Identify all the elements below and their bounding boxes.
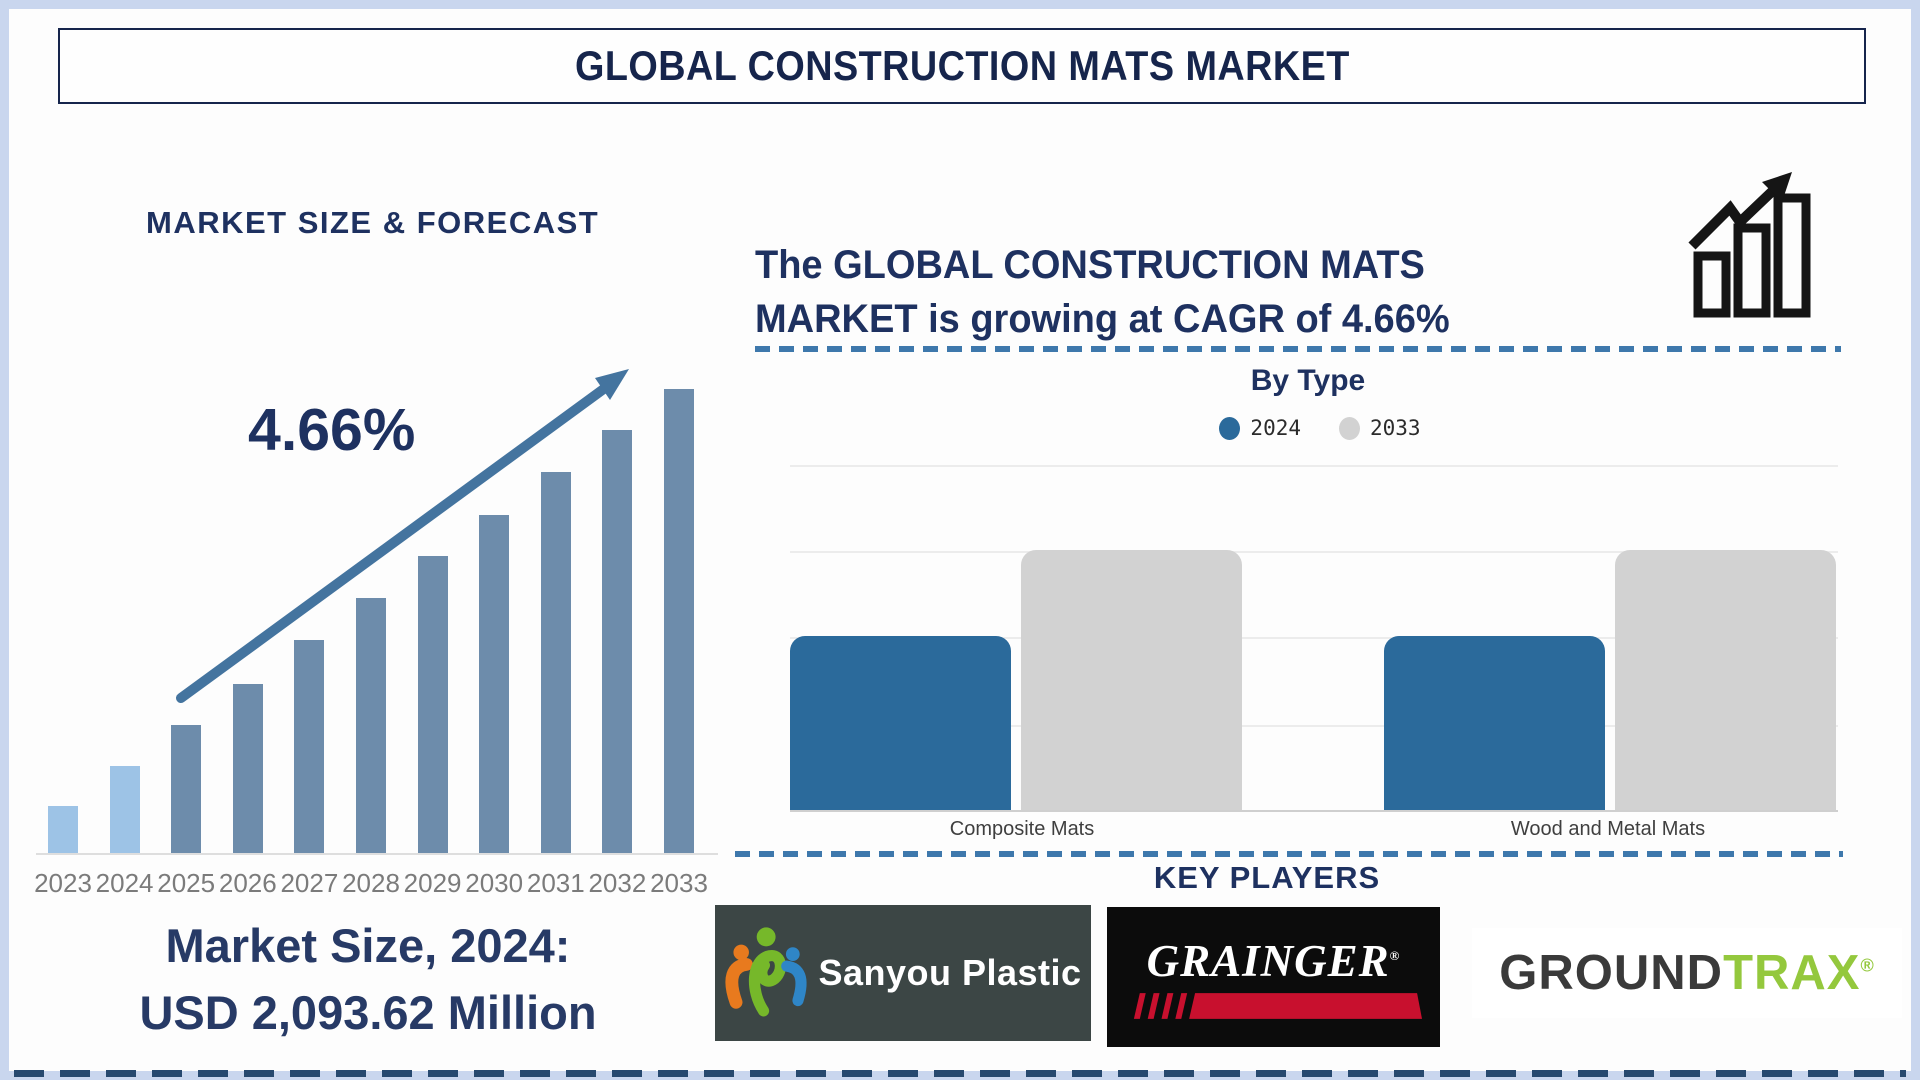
legend-dot-2024 xyxy=(1219,416,1241,440)
growth-headline-line2: MARKET is growing at CAGR of 4.66% xyxy=(755,297,1450,341)
registered-mark: ® xyxy=(1389,948,1401,963)
growth-headline-line1: The GLOBAL CONSTRUCTION MATS xyxy=(755,243,1425,287)
cagr-value-label: 4.66% xyxy=(248,397,416,463)
category-label-wood-metal-mats: Wood and Metal Mats xyxy=(1510,818,1706,840)
left-chart-baseline xyxy=(36,853,718,855)
forecast-bar-2026 xyxy=(232,684,263,853)
groundtrax-logo-text: GROUNDTRAX® xyxy=(1499,946,1875,1000)
gridline-1 xyxy=(790,551,1838,553)
page-title-box: GLOBAL CONSTRUCTION MATS MARKET xyxy=(58,28,1866,104)
grainger-red-bar-icon xyxy=(1133,993,1422,1019)
dashed-separator-top xyxy=(755,346,1841,352)
key-players-heading: KEY PLAYERS xyxy=(1153,860,1381,895)
forecast-bar-2025 xyxy=(171,725,202,853)
year-label-2032: 2032 xyxy=(588,868,647,898)
year-label-2029: 2029 xyxy=(403,868,462,898)
market-size-line1: Market Size, 2024: xyxy=(165,919,571,972)
left-chart-year-axis: 2023 2024 2025 2026 2027 2028 2029 2030 2031 2032… xyxy=(32,868,712,902)
right-chart-baseline xyxy=(790,810,1838,812)
growth-trend-icon xyxy=(1688,172,1811,318)
forecast-bar-2027 xyxy=(294,640,325,853)
by-type-heading: By Type xyxy=(1250,364,1366,397)
legend-label-2033: 2033 xyxy=(1370,416,1421,440)
bar-2024-composite-mats xyxy=(790,636,1011,810)
logo-sanyou-plastic: Sanyou Plastic xyxy=(715,905,1091,1041)
forecast-bar-2029 xyxy=(417,556,448,853)
growth-headline: The GLOBAL CONSTRUCTION MATS MARKET is g… xyxy=(755,238,1450,346)
forecast-bar-2033 xyxy=(664,389,694,853)
gridline-3 xyxy=(790,725,1838,727)
bottom-dashed-border xyxy=(14,1070,1906,1077)
legend-item-2024: 2024 xyxy=(1219,416,1301,440)
year-label-2030: 2030 xyxy=(465,868,524,898)
bar-2033-composite-mats xyxy=(1021,550,1242,810)
market-size-line2: USD 2,093.62 Million xyxy=(139,986,597,1039)
logo-grainger: GRAINGER® xyxy=(1107,907,1440,1047)
bar-2024-wood-and-metal-mats xyxy=(1384,636,1605,810)
bar-2033-wood-and-metal-mats xyxy=(1615,550,1836,810)
forecast-bar-2028 xyxy=(356,598,386,853)
market-size-callout: Market Size, 2024: USD 2,093.62 Million xyxy=(48,912,688,1046)
forecast-bar-2032 xyxy=(602,430,633,853)
forecast-bar-2024 xyxy=(109,766,140,853)
dashed-separator-bottom xyxy=(735,851,1843,857)
legend-label-2024: 2024 xyxy=(1250,416,1301,440)
by-type-legend: 2024 2033 xyxy=(1170,416,1470,440)
sanyou-people-logo-icon xyxy=(725,927,807,1017)
page-title: GLOBAL CONSTRUCTION MATS MARKET xyxy=(574,42,1350,89)
year-label-2027: 2027 xyxy=(280,868,339,898)
year-label-2023: 2023 xyxy=(34,868,92,898)
forecast-bar-2030 xyxy=(479,515,510,853)
category-label-composite-mats: Composite Mats xyxy=(949,818,1095,840)
sanyou-logo-text: Sanyou Plastic xyxy=(818,952,1082,993)
year-label-2028: 2028 xyxy=(342,868,400,898)
legend-item-2033: 2033 xyxy=(1339,416,1421,440)
year-label-2025: 2025 xyxy=(157,868,216,898)
year-label-2031: 2031 xyxy=(526,868,585,898)
logo-groundtrax: GROUNDTRAX® xyxy=(1472,928,1902,1018)
year-label-2033: 2033 xyxy=(650,868,708,898)
gridline-0 xyxy=(790,465,1838,467)
forecast-bar-2023 xyxy=(48,806,78,853)
by-type-chart xyxy=(790,465,1838,812)
year-label-2024: 2024 xyxy=(95,868,154,898)
left-chart-title: MARKET SIZE & FORECAST xyxy=(146,205,600,240)
gridline-2 xyxy=(790,637,1838,639)
year-label-2026: 2026 xyxy=(218,868,277,898)
legend-dot-2033 xyxy=(1339,416,1360,440)
forecast-bar-2031 xyxy=(540,472,571,853)
registered-mark: ® xyxy=(1860,955,1875,976)
grainger-logo-text: GRAINGER® xyxy=(1146,936,1401,986)
